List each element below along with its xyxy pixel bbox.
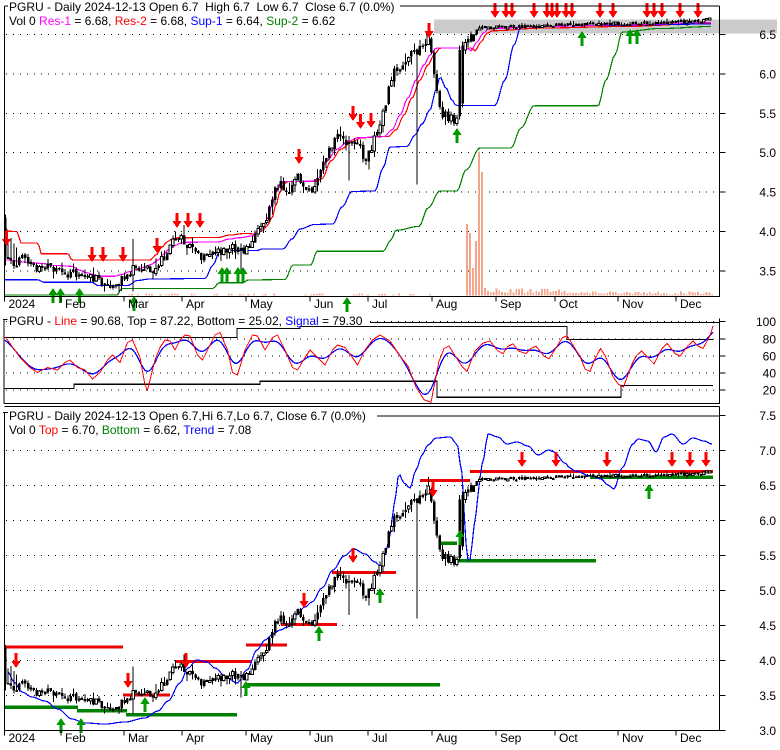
svg-text:20: 20 <box>763 383 777 397</box>
svg-text:3.5: 3.5 <box>759 265 776 279</box>
svg-text:80: 80 <box>763 332 777 346</box>
svg-text:May: May <box>250 731 273 745</box>
svg-text:PGRU - Daily 2024-12-13 Open 6: PGRU - Daily 2024-12-13 Open 6.7,Hi 6.7,… <box>9 409 366 423</box>
svg-text:Jul: Jul <box>372 731 387 745</box>
svg-text:Oct: Oct <box>559 297 578 311</box>
svg-text:PGRU - Line = 90.68, Top = 87.: PGRU - Line = 90.68, Top = 87.22, Bottom… <box>9 314 363 328</box>
svg-text:6.5: 6.5 <box>759 28 776 42</box>
svg-text:Sep: Sep <box>500 731 522 745</box>
svg-text:Nov: Nov <box>622 297 643 311</box>
svg-text:Apr: Apr <box>186 297 205 311</box>
svg-text:Dec: Dec <box>680 297 701 311</box>
svg-text:5.5: 5.5 <box>759 549 776 563</box>
svg-text:6.5: 6.5 <box>759 479 776 493</box>
svg-text:Aug: Aug <box>436 297 457 311</box>
svg-text:Feb: Feb <box>65 731 86 745</box>
svg-text:Apr: Apr <box>186 731 205 745</box>
svg-text:40: 40 <box>763 366 777 380</box>
svg-text:Oct: Oct <box>559 731 578 745</box>
svg-text:6.0: 6.0 <box>759 67 776 81</box>
svg-text:Feb: Feb <box>65 297 86 311</box>
svg-text:Dec: Dec <box>680 731 701 745</box>
svg-text:2024: 2024 <box>9 731 36 745</box>
svg-text:Mar: Mar <box>128 297 149 311</box>
svg-text:7.5: 7.5 <box>759 409 776 423</box>
svg-text:Aug: Aug <box>436 731 457 745</box>
svg-text:7.0: 7.0 <box>759 444 776 458</box>
svg-text:60: 60 <box>763 349 777 363</box>
svg-text:Vol 0 Res-1 = 6.68, Res-2 = 6.: Vol 0 Res-1 = 6.68, Res-2 = 6.68, Sup-1 … <box>9 14 336 28</box>
svg-text:Nov: Nov <box>622 731 643 745</box>
svg-text:Sep: Sep <box>500 297 522 311</box>
svg-text:Jul: Jul <box>372 297 387 311</box>
svg-text:Vol 0 Top = 6.70, Bottom = 6.6: Vol 0 Top = 6.70, Bottom = 6.62, Trend =… <box>9 423 252 437</box>
svg-text:Jun: Jun <box>314 731 333 745</box>
svg-text:5.0: 5.0 <box>759 584 776 598</box>
svg-text:May: May <box>250 297 273 311</box>
svg-text:Mar: Mar <box>128 731 149 745</box>
svg-text:3.0: 3.0 <box>759 724 776 738</box>
svg-text:4.5: 4.5 <box>759 619 776 633</box>
svg-text:4.5: 4.5 <box>759 186 776 200</box>
svg-text:3.5: 3.5 <box>759 689 776 703</box>
svg-text:4.0: 4.0 <box>759 654 776 668</box>
svg-text:4.0: 4.0 <box>759 225 776 239</box>
svg-text:5.0: 5.0 <box>759 146 776 160</box>
svg-text:6.0: 6.0 <box>759 514 776 528</box>
svg-text:100: 100 <box>756 315 776 329</box>
svg-text:PGRU - Daily 2024-12-13 Open 6: PGRU - Daily 2024-12-13 Open 6.7 High 6.… <box>9 0 395 14</box>
svg-text:2024: 2024 <box>9 297 36 311</box>
svg-text:5.5: 5.5 <box>759 107 776 121</box>
svg-text:Jun: Jun <box>314 297 333 311</box>
